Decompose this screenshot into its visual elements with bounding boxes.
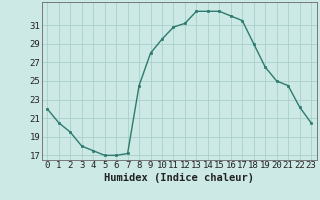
X-axis label: Humidex (Indice chaleur): Humidex (Indice chaleur) <box>104 173 254 183</box>
